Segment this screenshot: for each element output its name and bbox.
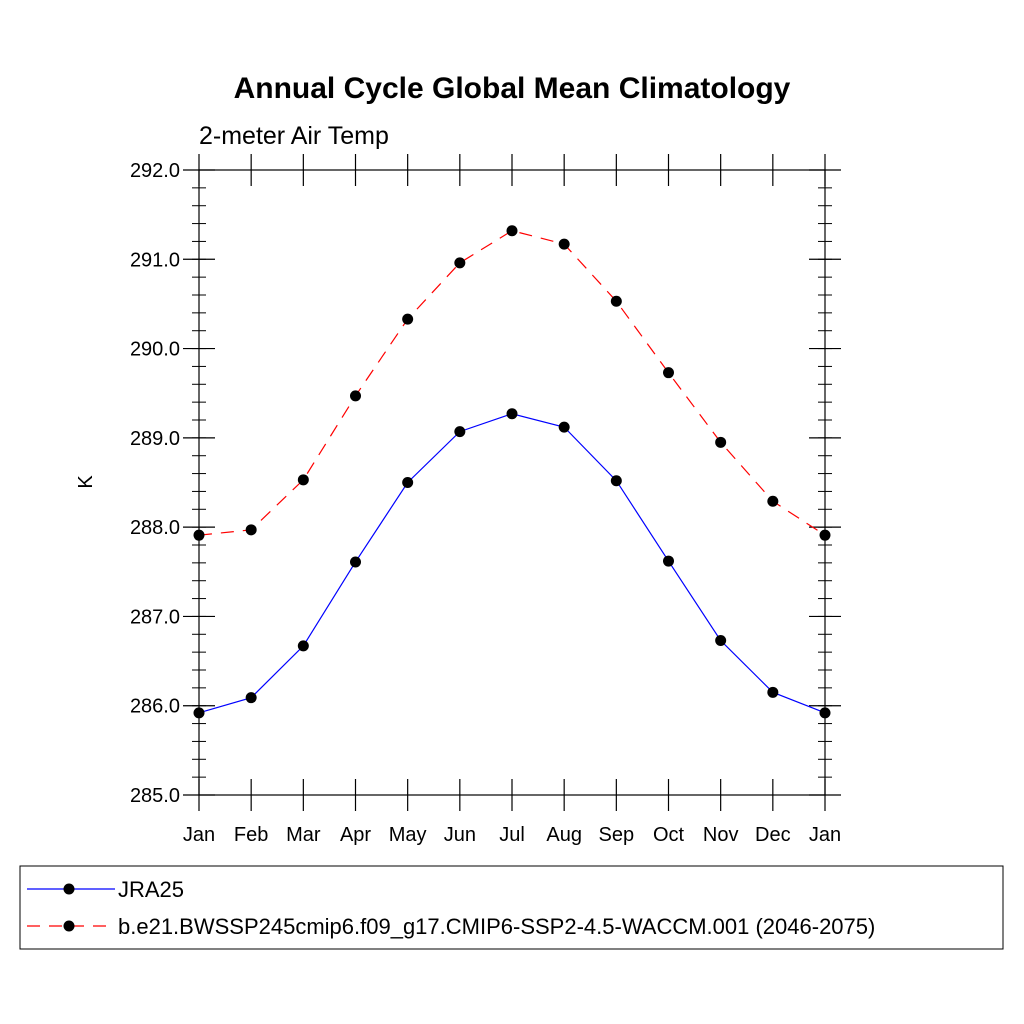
x-tick-label: May: [389, 824, 427, 846]
y-tick-label: 291.0: [130, 249, 180, 271]
series-layer: [193, 225, 831, 719]
series-0-point: [193, 707, 205, 719]
x-tick-label: Nov: [703, 824, 739, 846]
x-tick-label: Jan: [183, 824, 215, 846]
series-0-point: [558, 421, 570, 433]
series-1-point: [663, 367, 674, 379]
series-0-point: [767, 686, 779, 698]
x-tick-label: Feb: [234, 824, 268, 846]
y-axis-label: K: [75, 475, 97, 489]
y-tick-label: 288.0: [130, 517, 180, 539]
series-1-point: [297, 474, 309, 486]
x-tick-label: Mar: [286, 824, 321, 846]
series-0-point: [402, 477, 414, 488]
x-tick-label: Jan: [809, 824, 841, 846]
plot-frame: [198, 169, 826, 796]
y-tick-label: 287.0: [130, 606, 180, 628]
series-1-point: [506, 225, 518, 237]
series-line-0: [198, 413, 826, 714]
x-tick-label: Oct: [653, 824, 685, 846]
y-tick-label: 286.0: [130, 696, 180, 718]
y-tick-label: 285.0: [130, 785, 180, 807]
series-1-point: [767, 495, 779, 507]
y-tick-label: 290.0: [130, 339, 180, 361]
series-1-point: [819, 529, 831, 541]
series-1-point: [715, 436, 727, 448]
series-0-point: [297, 640, 309, 652]
minor-ticks: [192, 169, 832, 796]
legend-entry-jra25: JRA25: [27, 877, 184, 902]
y-tick-label: 289.0: [130, 428, 180, 450]
series-0-point: [663, 555, 674, 567]
series-0-point: [819, 707, 831, 719]
series-1-point: [245, 524, 257, 536]
legend-entry-waccm: b.e21.BWSSP245cmip6.f09_g17.CMIP6-SSP2-4…: [27, 914, 875, 939]
chart-title: Annual Cycle Global Mean Climatology: [234, 72, 791, 105]
legend-label-waccm: b.e21.BWSSP245cmip6.f09_g17.CMIP6-SSP2-4…: [118, 914, 875, 939]
series-0-point: [350, 556, 361, 568]
series-0-point: [715, 635, 727, 647]
x-tick-label: Jul: [499, 824, 525, 846]
series-1-point: [402, 313, 414, 325]
series-0-point: [506, 408, 518, 420]
series-1-point: [193, 529, 205, 541]
legend-marker-jra25: [63, 883, 75, 895]
x-tick-label: Sep: [599, 824, 635, 846]
legend-marker-waccm: [63, 920, 75, 932]
legend-box: [19, 865, 1004, 950]
chart-subtitle: 2-meter Air Temp: [199, 122, 389, 150]
x-axis: Jan Feb Mar Apr May Jun Jul Aug Sep Oct Nov Dec Jan: [183, 154, 841, 846]
series-0-point: [610, 475, 622, 487]
x-tick-label: Apr: [340, 824, 371, 846]
x-tick-label: Aug: [546, 824, 582, 846]
series-1-point: [558, 238, 570, 250]
series-line-1: [198, 230, 826, 536]
legend-label-jra25: JRA25: [118, 877, 184, 902]
series-1-point: [610, 295, 622, 307]
x-tick-label: Dec: [755, 824, 791, 846]
y-axis: 285.0 286.0 287.0 288.0 289.0 290.0 291.0 292.0: [130, 160, 841, 807]
x-tick-label: Jun: [444, 824, 476, 846]
series-0-point: [454, 426, 466, 438]
series-0-point: [245, 692, 257, 704]
y-tick-label: 292.0: [130, 160, 180, 182]
series-1-point: [454, 257, 466, 269]
series-1-point: [350, 390, 361, 402]
